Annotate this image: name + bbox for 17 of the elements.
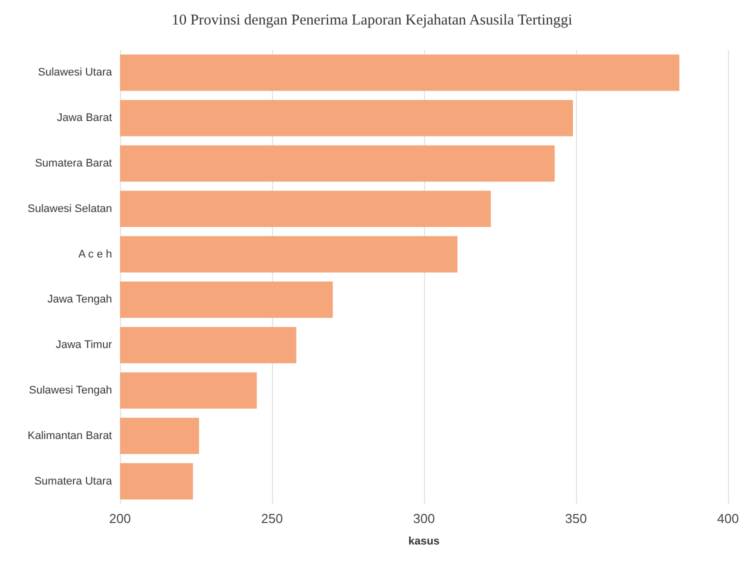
chart-title: 10 Provinsi dengan Penerima Laporan Kejahatan Asusila Tertinggi (172, 12, 572, 28)
x-tick-label: 300 (413, 511, 435, 526)
y-tick-label: Sumatera Barat (34, 158, 112, 170)
y-tick-label: Jawa Timur (56, 339, 112, 352)
y-tick-label: Sulawesi Selatan (28, 202, 112, 215)
y-tick-label: Jawa Barat (56, 112, 112, 124)
x-tick-label: 350 (565, 511, 587, 526)
y-tick-label: Sulawesi Utara (38, 66, 113, 79)
x-tick-label: 250 (261, 511, 283, 526)
x-tick-label: 400 (717, 511, 739, 526)
y-tick-label: A c e h (78, 248, 112, 260)
y-tick-label: Kalimantan Barat (28, 430, 112, 442)
x-tick-label: 200 (109, 511, 131, 526)
y-tick-label: Jawa Tengah (47, 294, 112, 306)
x-axis-title: kasus (408, 536, 440, 548)
y-tick-label: Sulawesi Tengah (29, 384, 112, 396)
y-tick-label: Sumatera Utara (34, 475, 113, 488)
